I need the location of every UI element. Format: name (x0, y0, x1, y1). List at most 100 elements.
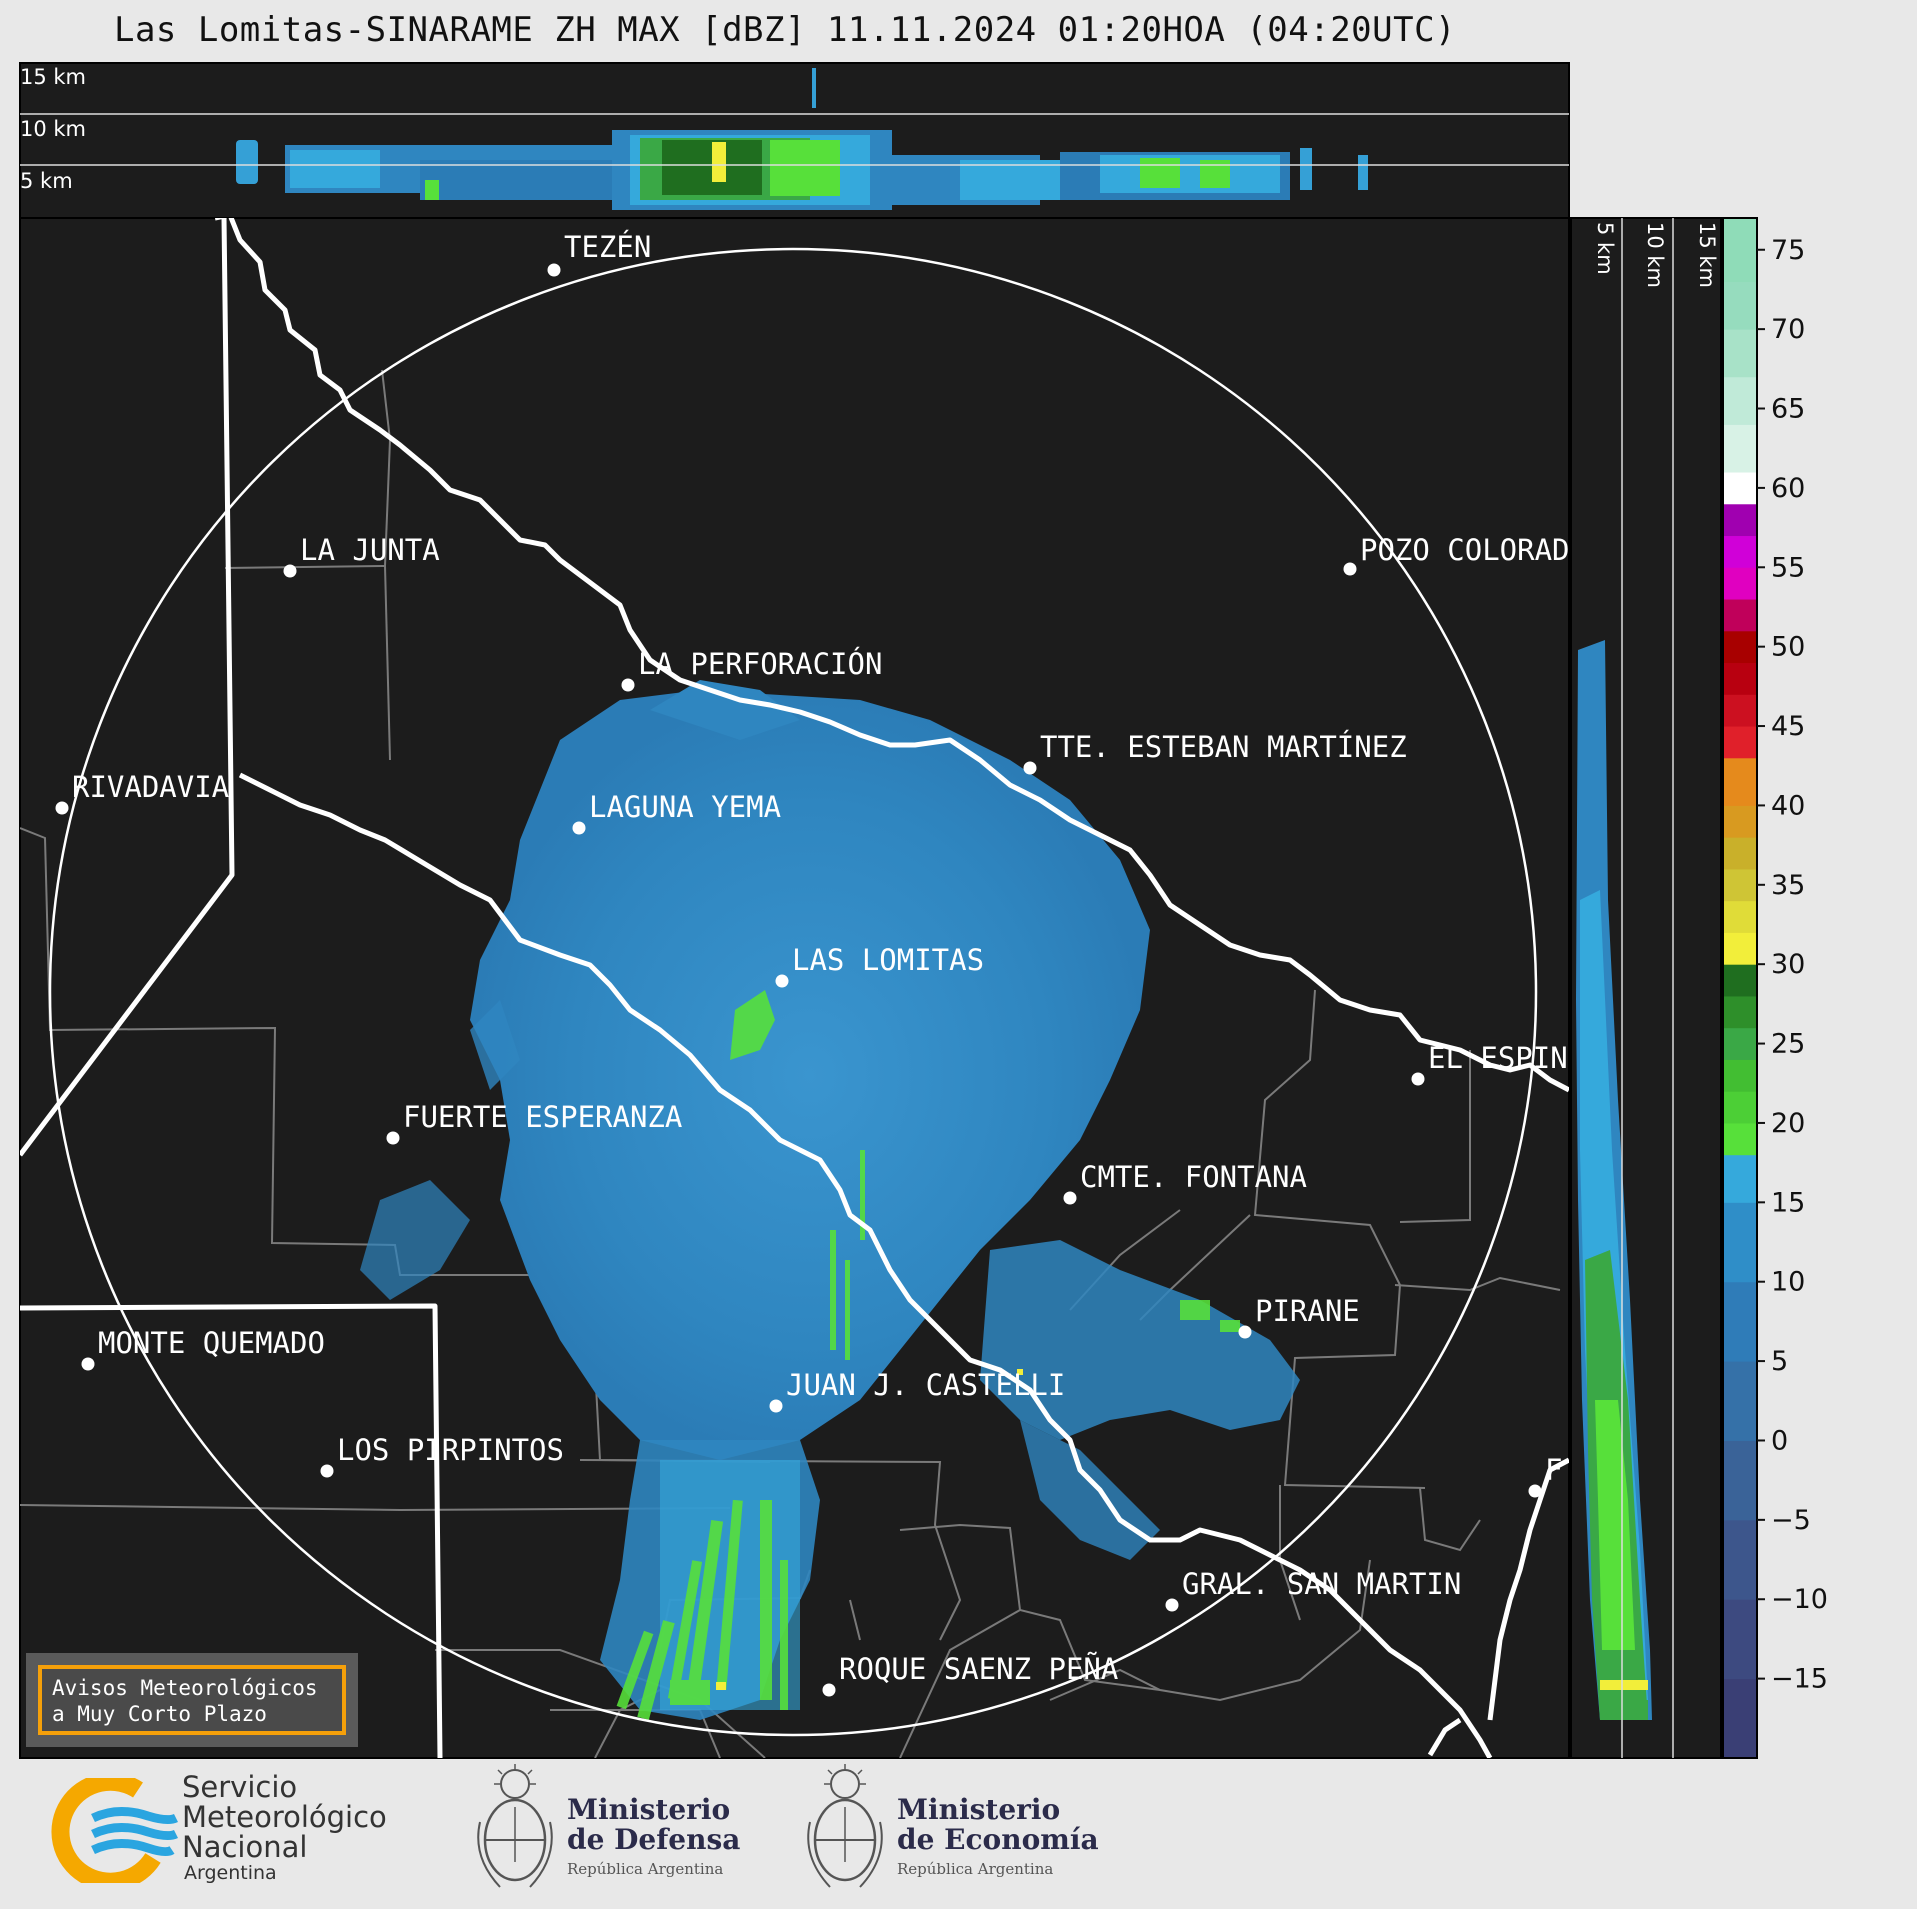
smn-name: Servicio Meteorológico Nacional (182, 1772, 387, 1862)
notice-line-1: Avisos Meteorológicos (52, 1676, 318, 1700)
city-label-tte-esteban-martinez: TTE. ESTEBAN MARTÍNEZ (1040, 730, 1407, 764)
colorbar-segment (1723, 805, 1757, 838)
map-title: Las Lomitas-SINARAME ZH MAX [dBZ] 11.11.… (113, 10, 1457, 50)
colorbar-tick-label: 65 (1771, 394, 1805, 425)
defensa-line-2: de Defensa (567, 1823, 741, 1856)
colorbar-tick-label: 0 (1771, 1425, 1788, 1456)
colorbar-tick-label: 25 (1771, 1029, 1805, 1060)
notice-line-2: a Muy Corto Plazo (52, 1702, 267, 1726)
colorbar-tick-label: 30 (1771, 949, 1805, 980)
colorbar-segment (1723, 1091, 1757, 1124)
city-label-fuerte-esperanza: FUERTE ESPERANZA (403, 1100, 682, 1134)
top-cross-section-echoes (236, 68, 1368, 210)
colorbar-segment (1723, 599, 1757, 632)
colorbar-tick-label: 15 (1771, 1187, 1805, 1218)
colorbar-segment (1723, 1281, 1757, 1362)
colorbar-segment (1723, 503, 1757, 537)
city-label-laguna-yema: LAGUNA YEMA (589, 790, 781, 824)
colorbar-frame (1722, 217, 1758, 1759)
colorbar-tick-label: −10 (1771, 1584, 1828, 1615)
defensa-line-3: República Argentina (567, 1860, 724, 1878)
city-label-roque-saenz-pena: ROQUE SAENZ PEÑA (839, 1652, 1118, 1686)
colorbar-segment (1723, 1519, 1757, 1600)
city-label-cmte-fontana: CMTE. FONTANA (1080, 1160, 1307, 1194)
colorbar-segment (1723, 1678, 1757, 1759)
colorbar-tick-label: 70 (1771, 314, 1805, 345)
city-labels: TEZÉN LA JUNTA POZO COLORAD LA PERFORACI… (72, 230, 1570, 1686)
colorbar-segment (1723, 1122, 1757, 1156)
smn-logo-icon (51, 1778, 178, 1883)
colorbar-segment (1723, 329, 1757, 378)
colorbar-segment (1723, 932, 1757, 965)
side-cross-section-echoes (1576, 640, 1652, 1720)
city-label-pirane: PIRANE (1255, 1294, 1360, 1328)
side-alt-10km: 10 km (1643, 222, 1667, 288)
city-label-el-espin: EL ESPIN (1428, 1041, 1568, 1075)
colorbar-segment (1723, 1440, 1757, 1521)
colorbar-tick-label: 45 (1771, 711, 1805, 742)
economia-line-3: República Argentina (897, 1860, 1054, 1878)
colorbar-segment (1723, 757, 1757, 806)
range-ring (48, 247, 1538, 1737)
colorbar-segment (1723, 964, 1757, 997)
city-label-la-junta: LA JUNTA (300, 533, 440, 567)
colorbar-tick-label: −5 (1771, 1505, 1811, 1536)
notice-box[interactable]: Avisos Meteorológicos a Muy Corto Plazo (38, 1665, 346, 1735)
smn-line-1: Servicio (182, 1770, 298, 1804)
radar-echoes (360, 680, 1300, 1720)
colorbar-segment (1723, 424, 1757, 473)
side-alt-15km: 15 km (1695, 222, 1719, 288)
economia-line-2: de Economía (897, 1823, 1099, 1856)
colorbar-segment (1723, 1027, 1757, 1060)
side-alt-5km: 5 km (1593, 222, 1617, 275)
economia-line-1: Ministerio (897, 1793, 1061, 1826)
economia-coat-of-arms-icon (807, 1764, 883, 1888)
province-boundaries (20, 218, 1569, 1758)
top-alt-5km: 5 km (20, 169, 73, 193)
colorbar-segment (1723, 630, 1757, 664)
city-label-pozo-colorado: POZO COLORAD (1360, 533, 1570, 567)
defensa-coat-of-arms-icon (477, 1764, 553, 1888)
city-label-tezen: TEZÉN (564, 230, 651, 264)
colorbar-tick-label: 60 (1771, 473, 1805, 504)
city-label-monte-quemado: MONTE QUEMADO (98, 1326, 325, 1360)
smn-country: Argentina (184, 1862, 277, 1884)
city-label-f: F (1545, 1453, 1562, 1487)
top-alt-15km: 15 km (20, 65, 86, 89)
colorbar-tick-label: −15 (1771, 1664, 1828, 1695)
colorbar-segment (1723, 995, 1757, 1029)
colorbar-segment (1723, 726, 1757, 759)
colorbar-segment (1723, 662, 1757, 695)
colorbar-segment (1723, 1154, 1757, 1203)
top-alt-10km: 10 km (20, 117, 86, 141)
city-markers (55, 263, 1542, 1697)
colorbar-segment (1723, 1059, 1757, 1092)
colorbar (1722, 217, 1758, 1759)
colorbar-tick-label: 50 (1771, 632, 1805, 663)
department-boundaries (20, 369, 1561, 1758)
colorbar-segment (1723, 1361, 1757, 1441)
city-label-juan-j-castelli: JUAN J. CASTELLI (786, 1368, 1065, 1402)
colorbar-segment (1723, 535, 1757, 568)
colorbar-tick-label: 10 (1771, 1267, 1805, 1298)
smn-line-3: Nacional (182, 1830, 308, 1864)
colorbar-segment (1723, 567, 1757, 600)
city-label-rivadavia: RIVADAVIA (72, 770, 229, 804)
colorbar-tick-label: 20 (1771, 1108, 1805, 1139)
colorbar-segment (1723, 868, 1757, 902)
colorbar-segment (1723, 218, 1757, 283)
colorbar-segment (1723, 1599, 1757, 1680)
colorbar-tick-label: 35 (1771, 870, 1805, 901)
city-label-las-lomitas: LAS LOMITAS (792, 943, 984, 977)
city-label-los-pirpintos: LOS PIRPINTOS (337, 1433, 564, 1467)
colorbar-segment (1723, 694, 1757, 727)
smn-line-2: Meteorológico (182, 1800, 387, 1834)
colorbar-segment (1723, 376, 1757, 425)
defensa-line-1: Ministerio (567, 1793, 731, 1826)
city-label-la-perforacion: LA PERFORACIÓN (638, 647, 882, 681)
colorbar-tick-label: 40 (1771, 790, 1805, 821)
colorbar-segment (1723, 472, 1757, 505)
colorbar-segment (1723, 900, 1757, 933)
